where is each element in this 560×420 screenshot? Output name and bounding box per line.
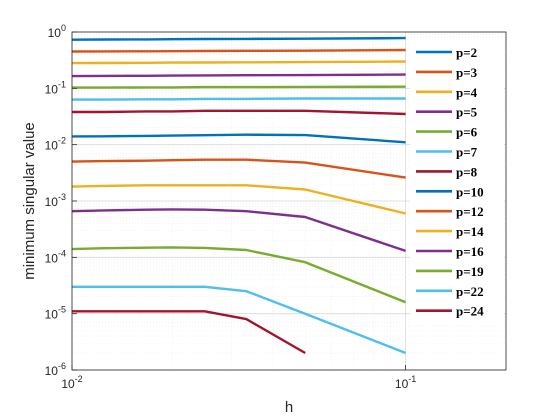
- legend-label: p=10: [456, 184, 484, 199]
- tick-exponent: -4: [58, 248, 66, 258]
- y-tick-label: 100: [48, 23, 66, 40]
- y-axis-label: minimum singular value: [21, 122, 38, 280]
- series-line-p=16: [71, 208, 406, 253]
- legend: p=2 p=3 p=4 p=5 p=6 p=7 p=8 p=10 p=12 p=14 p=16 p=1…: [410, 38, 504, 325]
- series-line-p=14: [71, 184, 406, 215]
- legend-label: p=7: [456, 145, 478, 160]
- legend-label: p=3: [456, 65, 478, 80]
- tick-base: 10: [45, 139, 59, 153]
- x-tick-label: 10-2: [61, 374, 82, 391]
- series-line-p=6: [72, 85, 406, 89]
- legend-label: p=14: [456, 224, 484, 239]
- tick-base: 10: [45, 251, 59, 265]
- series-line-p=24: [72, 310, 306, 355]
- tick-base: 10: [45, 195, 59, 209]
- tick-exponent: -5: [58, 305, 66, 315]
- series-line-p=7: [72, 97, 406, 101]
- tick-exponent: -2: [58, 136, 66, 146]
- series-line-p=22: [72, 285, 407, 355]
- series-line-p=2: [71, 36, 406, 41]
- y-tick-label: 10-1: [45, 79, 66, 96]
- y-tick-label: 10-5: [45, 305, 66, 322]
- y-tick-label: 10-6: [45, 361, 66, 378]
- series-line-p=3: [71, 48, 406, 53]
- legend-label: p=24: [456, 304, 484, 319]
- tick-base: 10: [395, 377, 409, 391]
- legend-label: p=22: [456, 284, 484, 299]
- tick-exponent: -2: [75, 374, 83, 384]
- tick-base: 10: [45, 308, 59, 322]
- legend-label: p=5: [456, 105, 478, 120]
- series-line-p=5: [71, 73, 406, 78]
- tick-exponent: -1: [58, 79, 66, 89]
- series-line-p=4: [71, 60, 406, 65]
- series-line-p=12: [71, 158, 406, 179]
- tick-base: 10: [48, 26, 62, 40]
- plot-lines: [71, 36, 407, 355]
- x-tick-label: 10-1: [395, 374, 416, 391]
- legend-label: p=16: [456, 244, 484, 259]
- tick-exponent: -1: [408, 374, 416, 384]
- y-tick-label: 10-2: [45, 136, 66, 153]
- tick-base: 10: [61, 377, 75, 391]
- tick-exponent: 0: [61, 23, 66, 33]
- y-tick-label: 10-4: [45, 248, 66, 265]
- legend-label: p=2: [456, 45, 477, 60]
- legend-label: p=8: [456, 164, 478, 179]
- legend-box: [410, 38, 504, 325]
- series-line-p=19: [71, 246, 407, 304]
- tick-base: 10: [45, 82, 59, 96]
- tick-base: 10: [45, 364, 59, 378]
- x-axis-ticks: 10-2 10-1: [61, 365, 416, 391]
- legend-label: p=6: [456, 125, 478, 140]
- legend-label: p=19: [456, 264, 484, 279]
- tick-exponent: -6: [58, 361, 66, 371]
- legend-label: p=12: [456, 204, 484, 219]
- legend-label: p=4: [456, 85, 478, 100]
- y-tick-label: 10-3: [45, 192, 66, 209]
- tick-exponent: -3: [58, 192, 66, 202]
- series-line-p=10: [71, 133, 406, 144]
- series-line-p=8: [72, 109, 406, 116]
- x-axis-label: h: [285, 399, 293, 416]
